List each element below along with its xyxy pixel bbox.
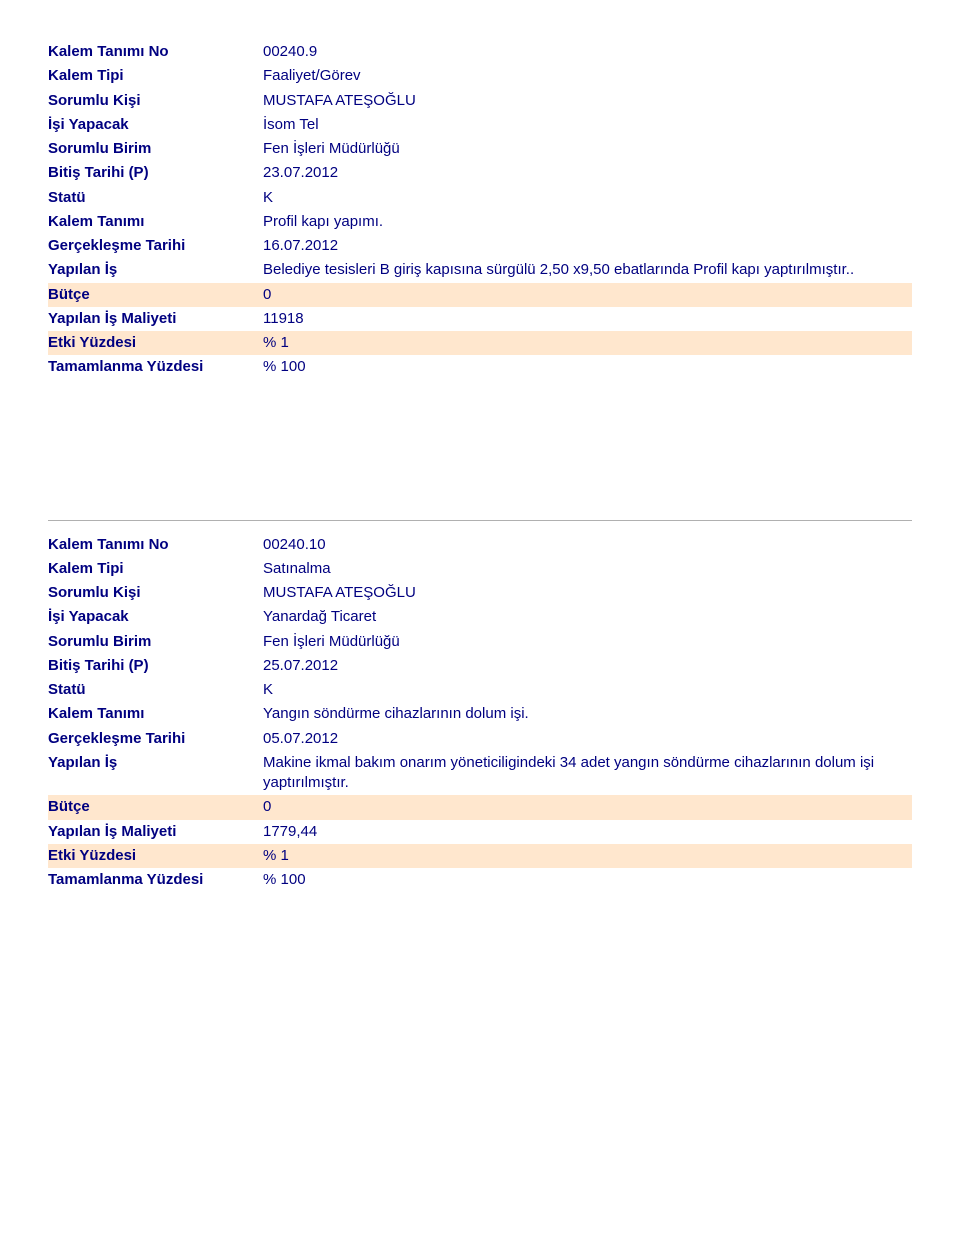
field-label: Kalem Tanımı <box>48 210 263 234</box>
field-row: Bitiş Tarihi (P)23.07.2012 <box>48 161 912 185</box>
field-row: Tamamlanma Yüzdesi% 100 <box>48 355 912 379</box>
field-label: Bitiş Tarihi (P) <box>48 161 263 185</box>
field-value: Fen İşleri Müdürlüğü <box>263 137 912 161</box>
field-label: Kalem Tipi <box>48 64 263 88</box>
field-row: Sorumlu BirimFen İşleri Müdürlüğü <box>48 630 912 654</box>
field-value: K <box>263 678 912 702</box>
field-label: Sorumlu Birim <box>48 137 263 161</box>
field-label: Gerçekleşme Tarihi <box>48 727 263 751</box>
field-row: Kalem TanımıYangın söndürme cihazlarının… <box>48 702 912 726</box>
field-label: Tamamlanma Yüzdesi <box>48 868 263 892</box>
field-value: % 100 <box>263 355 912 379</box>
field-label: Sorumlu Kişi <box>48 581 263 605</box>
field-row: İşi Yapacakİsom Tel <box>48 113 912 137</box>
field-label: Statü <box>48 678 263 702</box>
field-value: Faaliyet/Görev <box>263 64 912 88</box>
field-row: Kalem Tanımı No00240.10 <box>48 533 912 557</box>
field-label: Tamamlanma Yüzdesi <box>48 355 263 379</box>
field-label: Yapılan İş <box>48 751 263 775</box>
field-row: Yapılan İş Maliyeti11918 <box>48 307 912 331</box>
field-value: 05.07.2012 <box>263 727 912 751</box>
field-label: Yapılan İş Maliyeti <box>48 820 263 844</box>
record-block: Kalem Tanımı No00240.9Kalem TipiFaaliyet… <box>48 40 912 380</box>
field-label: Etki Yüzdesi <box>48 331 263 355</box>
field-row: Yapılan İşMakine ikmal bakım onarım yöne… <box>48 751 912 796</box>
field-row: Sorumlu KişiMUSTAFA ATEŞOĞLU <box>48 89 912 113</box>
field-value: Fen İşleri Müdürlüğü <box>263 630 912 654</box>
field-row: Gerçekleşme Tarihi16.07.2012 <box>48 234 912 258</box>
field-row: Sorumlu BirimFen İşleri Müdürlüğü <box>48 137 912 161</box>
field-value: Belediye tesisleri B giriş kapısına sürg… <box>263 258 912 282</box>
field-value: 0 <box>263 795 912 819</box>
field-row: Bütçe0 <box>48 283 912 307</box>
field-label: İşi Yapacak <box>48 113 263 137</box>
record-block: Kalem Tanımı No00240.10Kalem TipiSatınal… <box>48 533 912 893</box>
field-row: Kalem TipiSatınalma <box>48 557 912 581</box>
field-row: Gerçekleşme Tarihi05.07.2012 <box>48 727 912 751</box>
field-row: Yapılan İş Maliyeti1779,44 <box>48 820 912 844</box>
field-value: 00240.10 <box>263 533 912 557</box>
field-label: Kalem Tanımı <box>48 702 263 726</box>
field-row: Sorumlu KişiMUSTAFA ATEŞOĞLU <box>48 581 912 605</box>
field-label: Kalem Tipi <box>48 557 263 581</box>
field-row: Etki Yüzdesi% 1 <box>48 844 912 868</box>
field-label: Kalem Tanımı No <box>48 40 263 64</box>
field-row: Etki Yüzdesi% 1 <box>48 331 912 355</box>
field-value: % 100 <box>263 868 912 892</box>
block-separator <box>48 520 912 521</box>
field-value: % 1 <box>263 331 912 355</box>
field-value: 25.07.2012 <box>263 654 912 678</box>
field-value: MUSTAFA ATEŞOĞLU <box>263 89 912 113</box>
field-label: İşi Yapacak <box>48 605 263 629</box>
field-label: Sorumlu Birim <box>48 630 263 654</box>
field-row: StatüK <box>48 678 912 702</box>
field-value: Yanardağ Ticaret <box>263 605 912 629</box>
field-row: Bitiş Tarihi (P)25.07.2012 <box>48 654 912 678</box>
field-row: İşi YapacakYanardağ Ticaret <box>48 605 912 629</box>
field-label: Bütçe <box>48 283 263 307</box>
field-label: Yapılan İş Maliyeti <box>48 307 263 331</box>
field-value: Satınalma <box>263 557 912 581</box>
field-value: % 1 <box>263 844 912 868</box>
field-value: 0 <box>263 283 912 307</box>
field-value: K <box>263 186 912 210</box>
field-label: Bütçe <box>48 795 263 819</box>
field-value: İsom Tel <box>263 113 912 137</box>
field-label: Kalem Tanımı No <box>48 533 263 557</box>
field-label: Statü <box>48 186 263 210</box>
field-row: Bütçe0 <box>48 795 912 819</box>
field-row: Tamamlanma Yüzdesi% 100 <box>48 868 912 892</box>
field-value: 00240.9 <box>263 40 912 64</box>
field-label: Etki Yüzdesi <box>48 844 263 868</box>
field-row: Kalem Tanımı No00240.9 <box>48 40 912 64</box>
field-label: Yapılan İş <box>48 258 263 282</box>
field-row: StatüK <box>48 186 912 210</box>
field-row: Kalem TipiFaaliyet/Görev <box>48 64 912 88</box>
field-value: MUSTAFA ATEŞOĞLU <box>263 581 912 605</box>
field-row: Yapılan İşBelediye tesisleri B giriş kap… <box>48 258 912 282</box>
field-label: Sorumlu Kişi <box>48 89 263 113</box>
field-value: Profil kapı yapımı. <box>263 210 912 234</box>
field-value: 11918 <box>263 307 912 331</box>
field-label: Bitiş Tarihi (P) <box>48 654 263 678</box>
field-value: 16.07.2012 <box>263 234 912 258</box>
field-value: 1779,44 <box>263 820 912 844</box>
document-root: Kalem Tanımı No00240.9Kalem TipiFaaliyet… <box>48 40 912 892</box>
field-value: Yangın söndürme cihazlarının dolum işi. <box>263 702 912 726</box>
field-row: Kalem TanımıProfil kapı yapımı. <box>48 210 912 234</box>
field-value: Makine ikmal bakım onarım yöneticiligind… <box>263 751 912 796</box>
field-value: 23.07.2012 <box>263 161 912 185</box>
field-label: Gerçekleşme Tarihi <box>48 234 263 258</box>
